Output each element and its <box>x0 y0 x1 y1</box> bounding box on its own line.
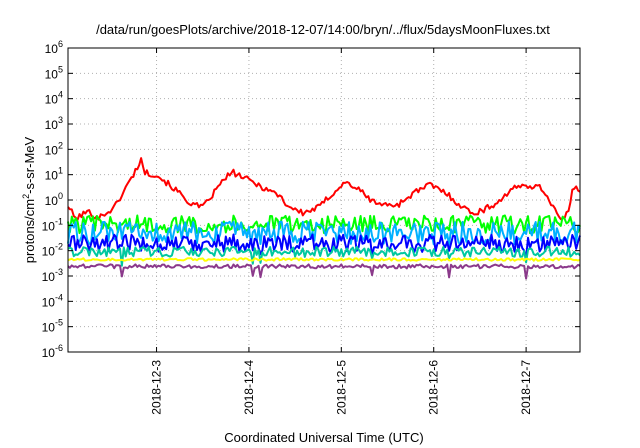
y-tick-base: 10 <box>42 321 56 335</box>
y-tick-label: 100 <box>45 191 63 208</box>
series-layer <box>67 157 581 280</box>
y-axis: 10-610-510-410-310-210-11001011021031041… <box>42 39 580 360</box>
series-line <box>67 257 581 262</box>
y-tick-base: 10 <box>45 42 59 56</box>
y-tick-base: 10 <box>45 93 59 107</box>
y-tick-base: 10 <box>42 295 56 309</box>
y-tick-label: 10-1 <box>42 216 63 233</box>
y-tick-label: 101 <box>45 166 63 183</box>
y-tick-base: 10 <box>45 67 59 81</box>
x-axis: 2018-12-3 2018-12-4 2018-12-5 2018-12-6 2018… <box>150 48 533 415</box>
y-tick-base: 10 <box>45 169 59 183</box>
series-line <box>67 220 581 247</box>
y-tick-exponent: -4 <box>55 292 63 302</box>
x-tick-label: 2018-12-4 <box>242 360 256 415</box>
y-axis-label-sup: 2 <box>21 194 31 199</box>
series-line <box>67 263 581 280</box>
y-tick-base: 10 <box>42 270 56 284</box>
y-tick-label: 105 <box>45 64 63 81</box>
y-tick-label: 10-4 <box>42 292 63 309</box>
y-tick-exponent: 4 <box>58 90 63 100</box>
y-tick-exponent: 5 <box>58 64 63 74</box>
y-tick-exponent: -5 <box>55 318 63 328</box>
y-axis-label: protons/cm2-s-sr-MeV <box>21 136 37 263</box>
x-tick-label: 2018-12-3 <box>150 360 164 415</box>
y-tick-exponent: 3 <box>58 115 63 125</box>
chart-title: /data/run/goesPlots/archive/2018-12-07/1… <box>96 22 550 37</box>
y-tick-exponent: 1 <box>58 166 63 176</box>
y-tick-label: 10-6 <box>42 343 63 360</box>
y-tick-label: 10-3 <box>42 267 63 284</box>
y-axis-label-prefix: protons/cm <box>22 199 37 263</box>
series-line <box>67 157 581 221</box>
x-tick-label: 2018-12-5 <box>334 360 348 415</box>
y-tick-exponent: 0 <box>58 191 63 201</box>
y-tick-label: 104 <box>45 90 63 107</box>
y-tick-base: 10 <box>45 194 59 208</box>
y-tick-exponent: 6 <box>58 39 63 49</box>
y-tick-base: 10 <box>42 219 56 233</box>
series-line <box>67 233 581 260</box>
y-tick-label: 103 <box>45 115 63 132</box>
y-tick-label: 10-5 <box>42 318 63 335</box>
series-line <box>67 245 581 267</box>
y-tick-exponent: -6 <box>55 343 63 353</box>
y-tick-label: 10-2 <box>42 242 63 259</box>
x-axis-label: Coordinated Universal Time (UTC) <box>224 430 423 445</box>
y-axis-label-suffix: -s-sr-MeV <box>22 136 37 193</box>
x-tick-label: 2018-12-7 <box>519 360 533 415</box>
y-tick-base: 10 <box>42 346 56 360</box>
y-tick-label: 106 <box>45 39 63 56</box>
y-tick-exponent: -2 <box>55 242 63 252</box>
y-tick-base: 10 <box>42 245 56 259</box>
y-tick-exponent: -3 <box>55 267 63 277</box>
x-tick-label: 2018-12-6 <box>427 360 441 415</box>
y-tick-base: 10 <box>45 118 59 132</box>
y-tick-label: 102 <box>45 140 63 157</box>
y-tick-base: 10 <box>45 143 59 157</box>
y-tick-exponent: -1 <box>55 216 63 226</box>
y-tick-exponent: 2 <box>58 140 63 150</box>
